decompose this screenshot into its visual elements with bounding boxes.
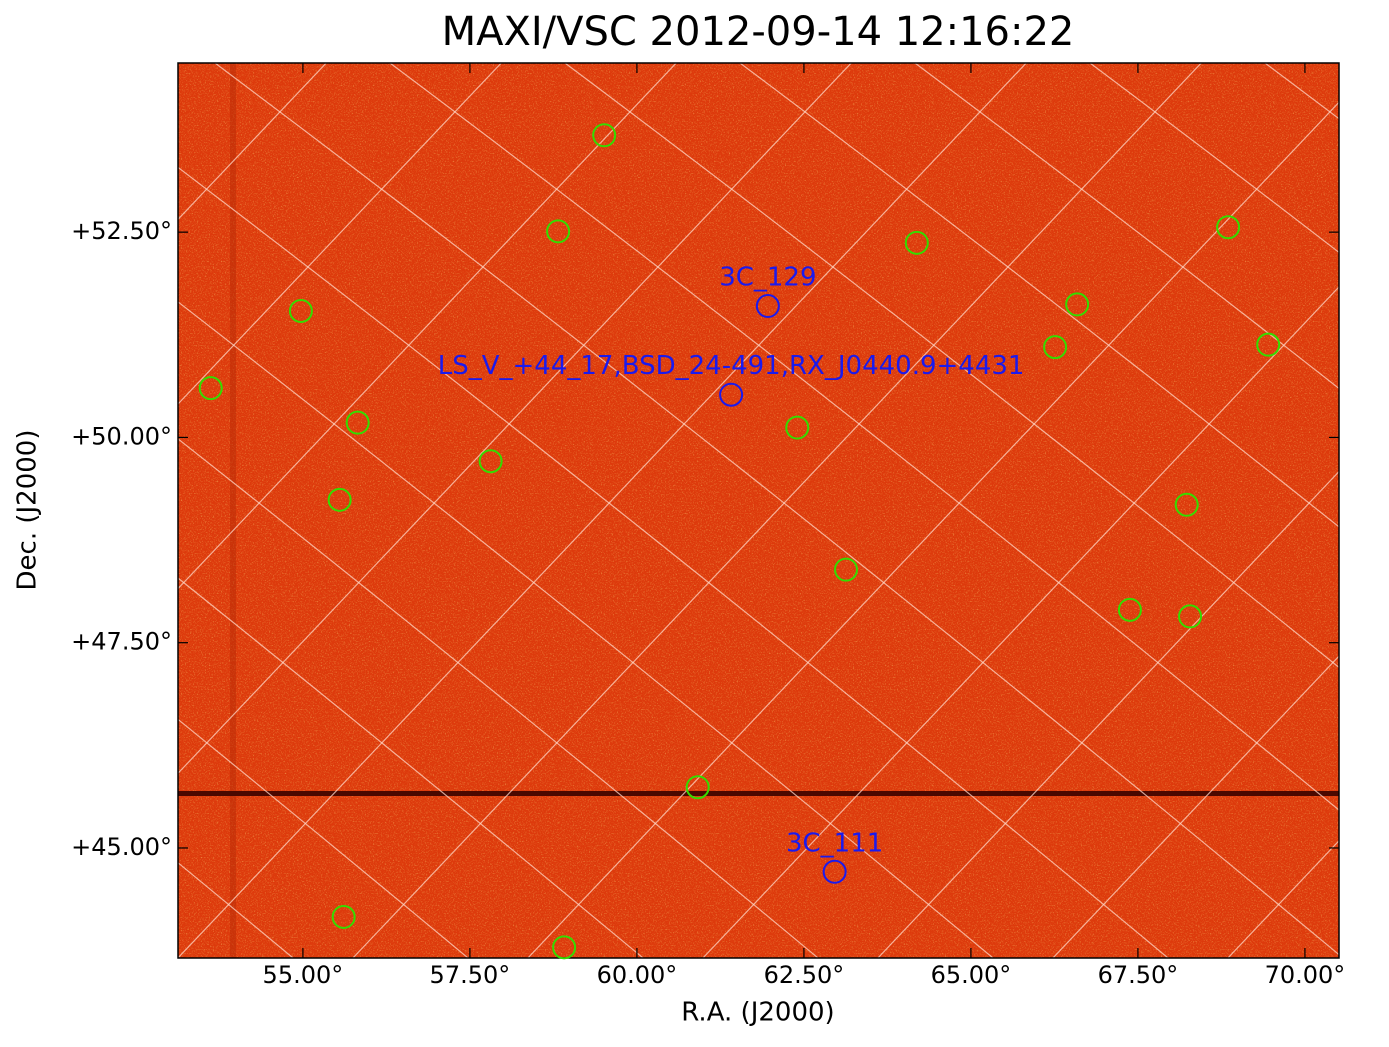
source-marker [1178, 604, 1203, 629]
grid-curve [877, 471, 1339, 958]
grid-curve [914, 63, 1339, 390]
annotation-marker [719, 382, 744, 407]
source-marker [546, 219, 571, 244]
x-axis-label: R.A. (J2000) [681, 998, 834, 1028]
y-tick-label: +52.50° [71, 217, 172, 245]
grid-curve [178, 63, 1028, 958]
annotation-marker [822, 859, 847, 884]
grid-curve [214, 63, 1339, 956]
chart-title: MAXI/VSC 2012-09-14 12:16:22 [442, 9, 1075, 55]
x-tick-label: 67.50° [1098, 961, 1179, 989]
source-marker [331, 904, 356, 929]
source-marker [685, 775, 710, 800]
source-marker [1174, 492, 1199, 517]
source-marker [327, 487, 352, 512]
grid-curve [178, 718, 469, 958]
image-noise [178, 63, 1339, 958]
grid-curve [1365, 0, 1389, 998]
source-marker [1117, 597, 1142, 622]
x-tick-label: 65.00° [931, 961, 1012, 989]
image-artifact [230, 63, 236, 958]
source-marker [592, 123, 617, 148]
plot-frame [177, 62, 1340, 959]
grid-curve [178, 63, 503, 406]
source-marker [785, 415, 810, 440]
annotation-label: LS_V_+44_17,BSD_24-491,RX_J0440.9+4431 [438, 351, 1025, 381]
grid-curve [527, 101, 1339, 958]
source-marker [198, 376, 223, 401]
grid-curve [389, 63, 1339, 811]
grid-curve [352, 63, 1203, 958]
grid-curve [178, 166, 1169, 958]
grid-curve [1089, 63, 1339, 254]
y-tick-label: +50.00° [71, 422, 172, 450]
x-tick-label: 55.00° [263, 961, 344, 989]
source-marker [834, 557, 859, 582]
source-marker [904, 230, 929, 255]
annotation-label: 3C_111 [786, 828, 883, 858]
source-marker [1065, 292, 1090, 317]
source-marker [478, 449, 503, 474]
x-tick-label: 62.50° [764, 961, 845, 989]
grid-curve [178, 577, 644, 958]
source-marker [288, 298, 313, 323]
grid-curve [178, 63, 853, 775]
source-marker [345, 410, 370, 435]
grid-curve [178, 63, 328, 221]
grid-curve [178, 63, 678, 590]
grid-curve [739, 63, 1339, 528]
annotation-marker [755, 294, 780, 319]
grid-curve [702, 286, 1339, 958]
x-tick-label: 57.50° [430, 961, 511, 989]
y-tick-label: +45.00° [71, 833, 172, 861]
source-marker [1043, 335, 1068, 360]
grid-curve [564, 63, 1339, 669]
coordinate-grid [178, 0, 1389, 998]
y-tick-label: +47.50° [71, 628, 172, 656]
x-tick-label: 60.00° [597, 961, 678, 989]
grid-curve [178, 438, 819, 958]
image-artifact [178, 791, 1339, 796]
source-marker [1216, 215, 1241, 240]
sky-image [178, 0, 1389, 998]
y-axis-label: Dec. (J2000) [13, 430, 43, 591]
grid-curve [178, 301, 994, 958]
annotation-label: 3C_129 [719, 263, 816, 293]
grid-curve [1052, 655, 1339, 958]
source-marker [552, 935, 577, 960]
x-tick-label: 70.00° [1265, 961, 1346, 989]
source-marker [1256, 332, 1281, 357]
